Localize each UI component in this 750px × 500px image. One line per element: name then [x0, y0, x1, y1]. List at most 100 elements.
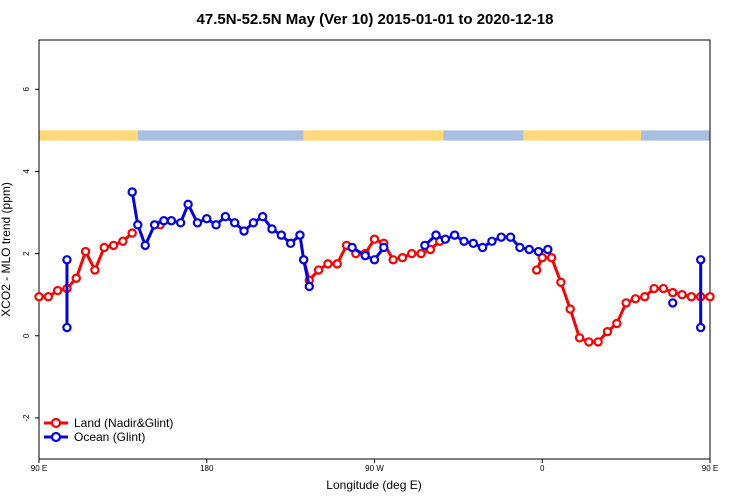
series-1-point-1-18	[285, 238, 296, 249]
series-1-point-0-0	[62, 255, 72, 265]
series-0	[34, 220, 715, 347]
series-0-point-3-0	[531, 265, 542, 275]
series-1-point-1-4	[159, 216, 169, 226]
x-tick-label-0: 90 E	[31, 464, 47, 473]
series-0-point-3-15	[668, 287, 678, 298]
series-1-point-1-8	[192, 218, 203, 228]
series-1-point-1-0	[127, 187, 137, 197]
series-1-point-0-1	[62, 322, 72, 333]
series-0-point-0-2	[52, 285, 63, 296]
series-1-point-3-13	[543, 244, 553, 255]
strip-land-2	[303, 130, 444, 141]
series-1-point-1-7	[183, 199, 193, 210]
land-ocean-strip	[39, 130, 710, 141]
series-1-point-1-6	[175, 218, 186, 228]
legend-label-1: Ocean (Glint)	[74, 430, 145, 444]
series-0-point-3-4	[565, 304, 575, 314]
legend-marker-0	[50, 417, 62, 429]
series-1-point-2-2	[369, 255, 380, 265]
series-layer	[34, 187, 715, 347]
series-1-point-1-14	[248, 218, 259, 228]
series-0-point-3-19	[705, 292, 715, 302]
series-0-point-3-16	[677, 289, 687, 300]
series-1-point-3-5	[468, 238, 478, 249]
series-0-line-0	[39, 231, 134, 299]
series-0-point-0-4	[71, 273, 81, 283]
series-0-point-3-3	[556, 277, 566, 288]
series-1-line-1	[130, 191, 311, 287]
series-0-point-3-17	[686, 292, 697, 302]
series-0-point-2-4	[332, 259, 342, 269]
series-1-point-1-2	[140, 240, 150, 251]
series-1-point-2-1	[360, 250, 370, 261]
series-1-point-3-12	[533, 246, 544, 257]
series-1-point-2-3	[379, 242, 389, 253]
strip-ocean-1	[137, 130, 304, 141]
series-0-point-0-0	[34, 292, 44, 302]
series-1-point-3-4	[459, 236, 469, 246]
series-0-point-0-7	[99, 242, 109, 253]
plot-frame	[38, 39, 711, 460]
series-1-point-3-0	[420, 240, 430, 251]
x-axis-title: Longitude (deg E)	[326, 478, 421, 492]
series-0-point-3-2	[546, 253, 557, 263]
series-1-point-3-7	[487, 236, 497, 246]
series-1-point-5-0	[695, 255, 706, 265]
series-1-point-1-1	[133, 220, 143, 230]
y-tick-label-1: 0	[22, 333, 31, 338]
series-0-point-0-9	[118, 236, 128, 246]
series-0-point-2-13	[416, 248, 426, 259]
series-0-point-2-2	[313, 265, 324, 275]
series-0-point-3-6	[584, 337, 594, 347]
series-1-point-3-10	[515, 242, 525, 253]
series-1-point-1-21	[304, 281, 314, 292]
series-1-point-3-3	[449, 230, 460, 240]
x-axis-ticks: 90 E 180 90 W 0 90 E	[31, 459, 718, 473]
x-tick-label-1: 180	[200, 464, 214, 473]
series-1-point-3-11	[524, 244, 534, 255]
series-1-point-2-0	[347, 242, 357, 253]
series-0-point-3-12	[640, 292, 650, 302]
series-0-point-2-10	[388, 255, 398, 265]
series-1-point-1-17	[276, 230, 287, 240]
legend: Land (Nadir&Glint)Ocean (Glint)	[44, 416, 173, 444]
series-0-point-3-10	[621, 298, 631, 308]
strip-ocean-3	[443, 130, 524, 141]
strip-land-0	[39, 130, 138, 141]
series-1-point-1-16	[267, 224, 277, 234]
series-0-point-3-11	[630, 294, 641, 304]
series-0-point-0-6	[90, 265, 100, 275]
y-tick-label-0: -2	[22, 414, 31, 422]
x-tick-label-4: 90 E	[702, 464, 718, 473]
legend-label-0: Land (Nadir&Glint)	[74, 416, 173, 430]
x-tick-label-2: 90 W	[365, 464, 384, 473]
series-1-point-1-5	[166, 216, 177, 226]
series-0-point-2-12	[407, 248, 417, 259]
chart-title: 47.5N-52.5N May (Ver 10) 2015-01-01 to 2…	[197, 11, 554, 28]
series-0-point-3-9	[612, 318, 622, 329]
series-0-point-3-5	[574, 333, 585, 343]
series-1-point-1-12	[230, 218, 240, 228]
series-1-point-3-2	[440, 234, 451, 244]
series-1-point-3-6	[477, 242, 488, 253]
series-0-point-3-8	[602, 326, 613, 337]
y-axis-ticks: -2 0 2 4 6	[22, 87, 39, 422]
series-0-point-0-1	[43, 292, 54, 302]
series-0-point-0-10	[127, 228, 137, 238]
series-1	[62, 187, 706, 333]
y-tick-label-2: 2	[22, 251, 31, 256]
y-axis-title: XCO2 - MLO trend (ppm)	[0, 182, 13, 317]
series-1-point-1-13	[239, 226, 249, 236]
series-1-point-4-0	[668, 298, 678, 308]
series-0-point-0-8	[108, 240, 119, 251]
series-0-point-3-7	[593, 337, 603, 347]
x-tick-label-3: 0	[540, 464, 545, 473]
series-0-point-2-8	[369, 234, 380, 244]
series-1-point-1-19	[295, 230, 305, 240]
strip-land-4	[523, 130, 642, 141]
series-1-point-1-3	[149, 220, 160, 230]
series-1-point-3-8	[496, 232, 506, 242]
series-0-point-3-14	[658, 283, 669, 294]
series-1-line-2	[351, 246, 386, 262]
series-1-point-3-9	[505, 232, 516, 242]
